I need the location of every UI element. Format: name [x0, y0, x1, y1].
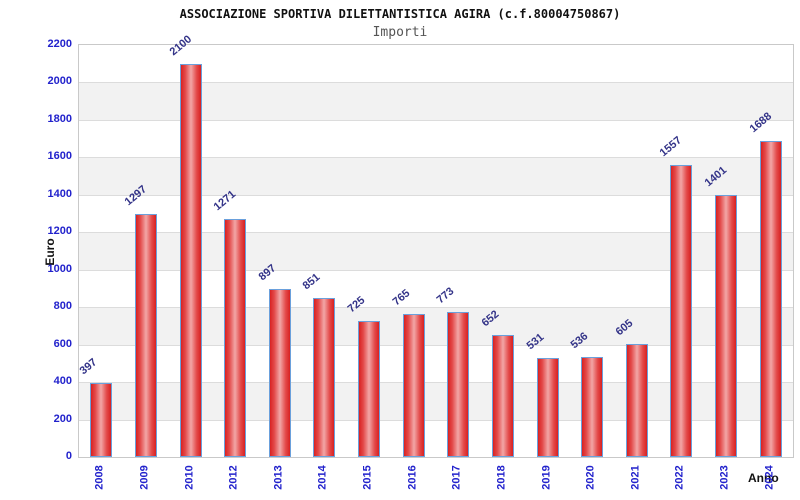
bar-2010 [179, 63, 202, 457]
bar-2015 [358, 321, 381, 457]
bar-2017 [447, 312, 470, 457]
bar-2018 [491, 334, 514, 457]
y-tick-label: 800 [53, 300, 72, 313]
plot-area [78, 44, 794, 458]
y-tick-label: 1000 [47, 262, 72, 275]
x-tick-label: 2018 [495, 465, 508, 490]
y-tick-label: 1200 [47, 225, 72, 238]
y-tick-label: 2200 [47, 38, 72, 50]
gridline [79, 307, 793, 309]
bar-2021 [625, 343, 648, 457]
y-tick-label: 400 [53, 375, 72, 388]
x-tick-label: 2010 [183, 465, 196, 490]
y-tick-label: 1400 [47, 187, 72, 200]
bar-2020 [581, 356, 604, 457]
gridline [79, 194, 793, 196]
y-tick-label: 1600 [47, 150, 72, 163]
x-tick-label: 2022 [673, 465, 686, 490]
y-tick-label: 600 [53, 337, 72, 350]
x-tick-label: 2013 [272, 465, 285, 490]
x-tick-label: 2015 [361, 465, 374, 490]
x-tick-label: 2017 [450, 465, 463, 490]
bar-2024 [759, 140, 782, 457]
x-tick-label: 2016 [406, 465, 419, 490]
x-tick-label: 2023 [718, 465, 731, 490]
x-tick-label: 2009 [138, 465, 151, 490]
y-tick-label: 2000 [47, 75, 72, 88]
x-tick-label: 2019 [540, 465, 553, 490]
bar-2008 [90, 382, 113, 457]
gridline [79, 382, 793, 384]
x-tick-label: 2021 [629, 465, 642, 490]
x-axis-title: Anno [748, 471, 779, 485]
chart-title: ASSOCIAZIONE SPORTIVA DILETTANTISTICA AG… [179, 7, 621, 21]
gridline [79, 157, 793, 159]
bar-2012 [224, 218, 247, 457]
gridline [79, 119, 793, 121]
gridline [79, 232, 793, 234]
x-tick-label: 2024 [763, 465, 776, 490]
bar-2013 [268, 289, 291, 457]
bar-2023 [715, 194, 738, 457]
y-tick-label: 0 [65, 450, 72, 462]
x-tick-label: 2020 [584, 465, 597, 490]
y-tick-label: 1800 [47, 112, 72, 125]
chart-subtitle: Importi [372, 25, 428, 40]
gridline [79, 419, 793, 421]
gridline [79, 344, 793, 346]
bar-2022 [670, 165, 693, 457]
x-tick-label: 2008 [93, 465, 106, 490]
gridline [79, 269, 793, 271]
bar-2016 [402, 313, 425, 457]
bar-2014 [313, 297, 336, 457]
y-tick-label: 200 [53, 412, 72, 425]
x-tick-label: 2014 [316, 465, 329, 490]
gridline [79, 82, 793, 84]
x-tick-label: 2012 [227, 465, 240, 490]
bar-2009 [134, 214, 157, 457]
bar-2019 [536, 357, 559, 457]
